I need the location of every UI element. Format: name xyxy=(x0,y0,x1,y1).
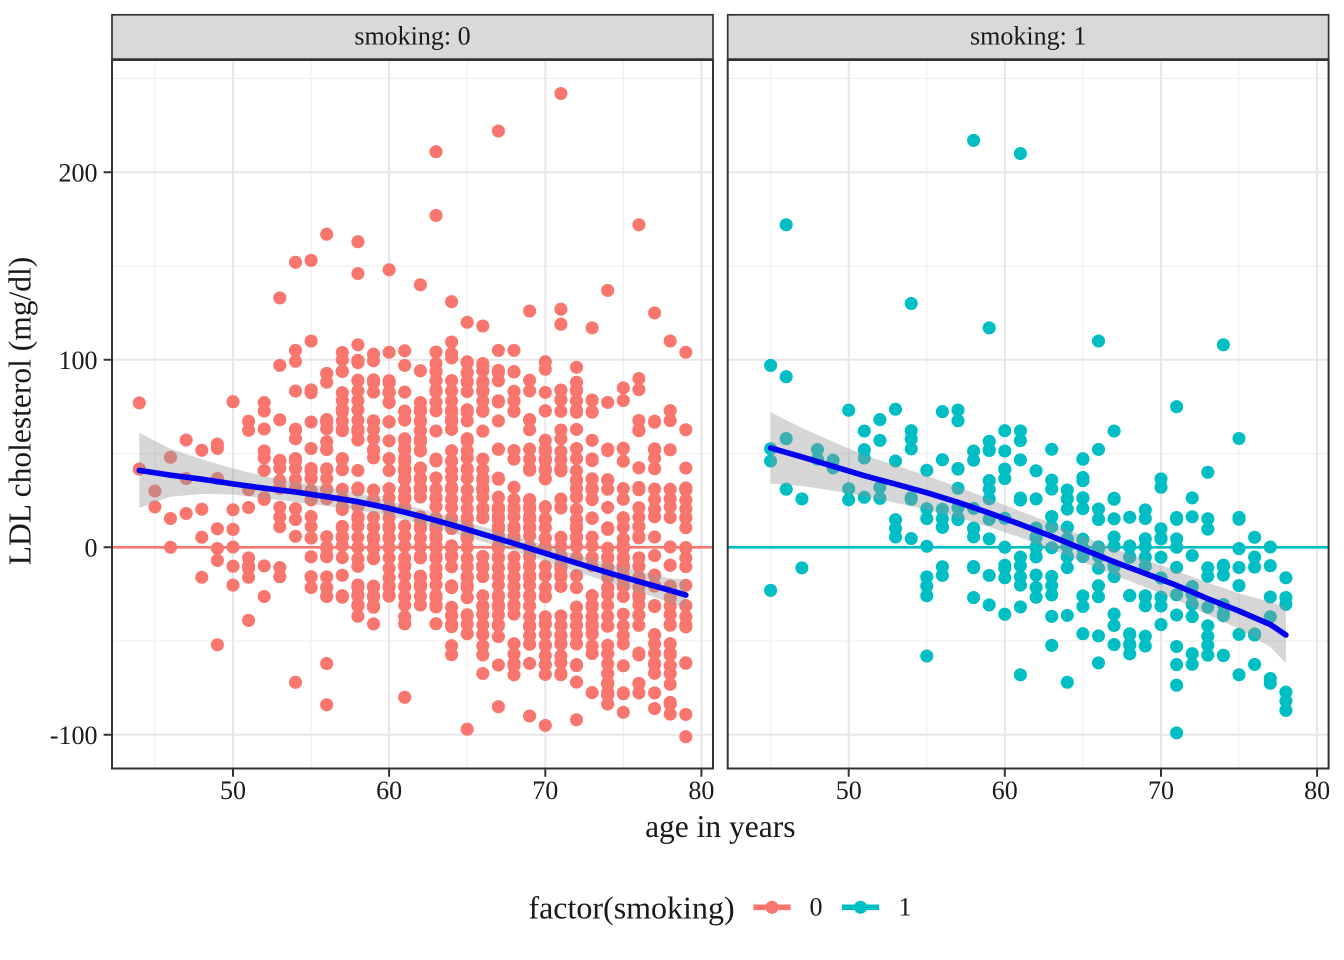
svg-text:0: 0 xyxy=(810,893,823,922)
svg-text:LDL cholesterol (mg/dl): LDL cholesterol (mg/dl) xyxy=(3,257,38,566)
svg-text:100: 100 xyxy=(59,346,98,375)
svg-text:age in years: age in years xyxy=(645,809,795,844)
svg-text:factor(smoking): factor(smoking) xyxy=(528,889,734,925)
svg-text:50: 50 xyxy=(220,776,246,805)
svg-text:1: 1 xyxy=(899,893,912,922)
svg-text:60: 60 xyxy=(992,776,1018,805)
svg-text:70: 70 xyxy=(1148,776,1174,805)
svg-text:smoking: 1: smoking: 1 xyxy=(970,22,1086,51)
svg-text:-100: -100 xyxy=(50,721,98,750)
svg-text:80: 80 xyxy=(688,776,714,805)
svg-text:0: 0 xyxy=(85,533,98,562)
svg-text:60: 60 xyxy=(376,776,402,805)
svg-text:70: 70 xyxy=(532,776,558,805)
svg-text:50: 50 xyxy=(836,776,862,805)
svg-text:smoking: 0: smoking: 0 xyxy=(354,22,470,51)
svg-text:80: 80 xyxy=(1304,776,1330,805)
svg-text:200: 200 xyxy=(59,158,98,187)
